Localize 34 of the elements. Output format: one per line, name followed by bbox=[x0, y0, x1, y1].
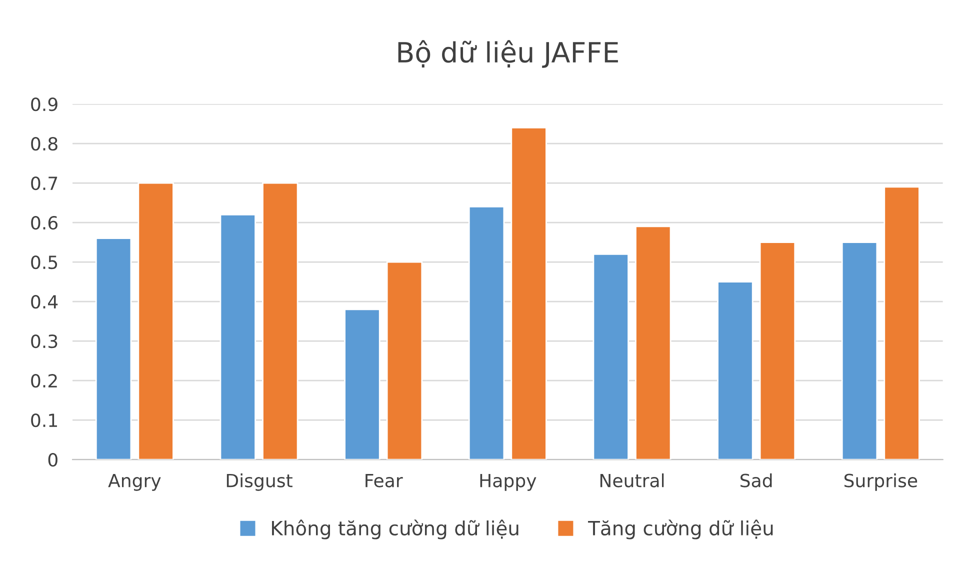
chart-title: Bộ dữ liệu JAFFE bbox=[398, 40, 618, 68]
bar bbox=[592, 253, 629, 460]
bar bbox=[635, 226, 672, 460]
legend-label: Tăng cường dữ liệu bbox=[588, 520, 773, 540]
x-tick-label: Surprise bbox=[844, 473, 918, 491]
y-tick-label: 0.1 bbox=[31, 413, 57, 428]
legend-label: Không tăng cường dữ liệu bbox=[272, 520, 518, 540]
bar bbox=[717, 281, 754, 460]
x-tick-label: Angry bbox=[108, 474, 161, 491]
x-tick-label: Fear bbox=[366, 474, 403, 488]
y-tick-label: 0 bbox=[48, 452, 58, 467]
bar bbox=[344, 308, 380, 460]
x-tick-label: Neutral bbox=[600, 473, 664, 488]
y-tick-label: 0.5 bbox=[31, 255, 58, 270]
bar bbox=[510, 127, 547, 460]
bar bbox=[138, 182, 174, 460]
y-tick-label: 0.8 bbox=[31, 136, 58, 151]
bar bbox=[95, 238, 132, 460]
y-tick-label: 0.6 bbox=[31, 216, 58, 230]
x-tick-label: Disgust bbox=[226, 473, 292, 491]
bar bbox=[220, 214, 256, 460]
y-tick-label: 0.2 bbox=[31, 374, 57, 388]
y-tick-label: 0.4 bbox=[31, 294, 58, 309]
bar bbox=[468, 206, 505, 460]
x-tick-label: Sad bbox=[740, 473, 772, 488]
bar bbox=[386, 261, 423, 460]
y-tick-label: 0.3 bbox=[31, 334, 58, 348]
y-tick-label: 0.9 bbox=[31, 98, 58, 112]
bar bbox=[262, 182, 298, 460]
bar bbox=[884, 186, 920, 460]
bar bbox=[759, 242, 796, 460]
x-tick-label: Happy bbox=[480, 474, 536, 491]
bar bbox=[841, 242, 878, 460]
y-tick-label: 0.7 bbox=[31, 176, 58, 190]
